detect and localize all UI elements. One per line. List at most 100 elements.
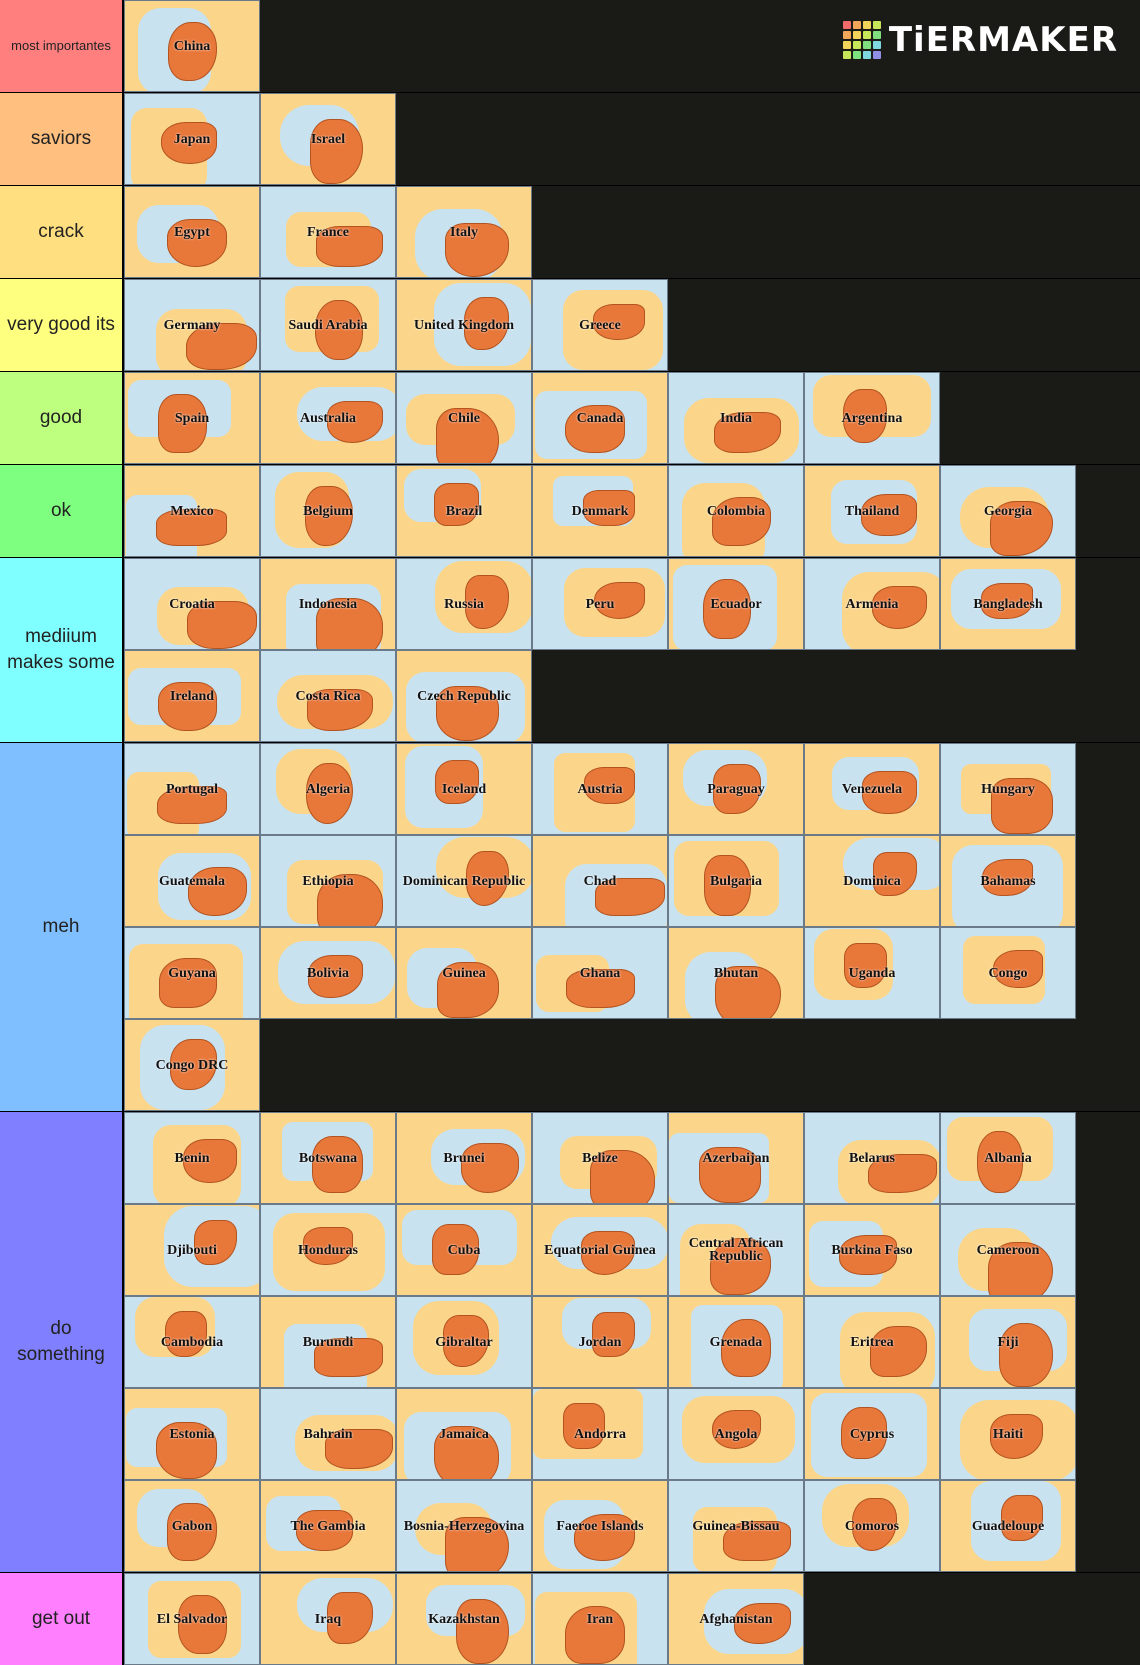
country-tile[interactable]: Cambodia [124,1296,260,1388]
country-tile[interactable]: Jamaica [396,1388,532,1480]
tier-label: good [0,372,124,464]
country-tile[interactable]: Denmark [532,465,668,557]
country-tile[interactable]: Brunei [396,1112,532,1204]
country-tile[interactable]: Australia [260,372,396,464]
country-tile[interactable]: Botswana [260,1112,396,1204]
country-tile[interactable]: Austria [532,743,668,835]
country-tile[interactable]: Guinea [396,927,532,1019]
country-tile[interactable]: Bahrain [260,1388,396,1480]
country-tile[interactable]: Venezuela [804,743,940,835]
country-tile[interactable]: China [124,0,260,92]
country-tile[interactable]: Iraq [260,1573,396,1665]
country-tile[interactable]: El Salvador [124,1573,260,1665]
country-tile[interactable]: France [260,186,396,278]
country-tile[interactable]: Colombia [668,465,804,557]
country-tile[interactable]: Congo [940,927,1076,1019]
country-tile[interactable]: Chad [532,835,668,927]
country-tile[interactable]: Dominica [804,835,940,927]
country-tile[interactable]: Ecuador [668,558,804,650]
country-tile[interactable]: Jordan [532,1296,668,1388]
country-tile[interactable]: Bulgaria [668,835,804,927]
country-tile[interactable]: Belarus [804,1112,940,1204]
country-tile[interactable]: Guyana [124,927,260,1019]
country-tile[interactable]: Czech Republic [396,650,532,742]
country-tile[interactable]: The Gambia [260,1480,396,1572]
country-tile[interactable]: Honduras [260,1204,396,1296]
country-tile[interactable]: Bolivia [260,927,396,1019]
country-tile[interactable]: Cuba [396,1204,532,1296]
country-tile[interactable]: Cameroon [940,1204,1076,1296]
country-tile[interactable]: Dominican Republic [396,835,532,927]
country-tile[interactable]: United Kingdom [396,279,532,371]
country-tile[interactable]: Germany [124,279,260,371]
country-tile[interactable]: Bhutan [668,927,804,1019]
country-tile[interactable]: India [668,372,804,464]
country-tile[interactable]: Costa Rica [260,650,396,742]
country-tile[interactable]: Haiti [940,1388,1076,1480]
country-tile[interactable]: Gabon [124,1480,260,1572]
country-tile[interactable]: Djibouti [124,1204,260,1296]
country-tile[interactable]: Armenia [804,558,940,650]
country-tile[interactable]: Central African Republic [668,1204,804,1296]
country-tile[interactable]: Peru [532,558,668,650]
country-tile[interactable]: Ethiopia [260,835,396,927]
country-tile[interactable]: Argentina [804,372,940,464]
country-tile[interactable]: Egypt [124,186,260,278]
country-tile[interactable]: Kazakhstan [396,1573,532,1665]
country-tile[interactable]: Grenada [668,1296,804,1388]
country-tile[interactable]: Belize [532,1112,668,1204]
country-tile[interactable]: Guatemala [124,835,260,927]
country-tile[interactable]: Algeria [260,743,396,835]
country-tile[interactable]: Israel [260,93,396,185]
country-tile[interactable]: Bahamas [940,835,1076,927]
country-tile[interactable]: Thailand [804,465,940,557]
country-tile[interactable]: Eritrea [804,1296,940,1388]
country-tile[interactable]: Angola [668,1388,804,1480]
country-tile[interactable]: Spain [124,372,260,464]
country-tile[interactable]: Burkina Faso [804,1204,940,1296]
country-tile[interactable]: Cyprus [804,1388,940,1480]
country-tile[interactable]: Georgia [940,465,1076,557]
country-tile[interactable]: Italy [396,186,532,278]
country-tile[interactable]: Iran [532,1573,668,1665]
country-tile[interactable]: Brazil [396,465,532,557]
country-tile[interactable]: Comoros [804,1480,940,1572]
country-tile[interactable]: Andorra [532,1388,668,1480]
country-tile[interactable]: Ireland [124,650,260,742]
country-name: Burundi [302,1334,354,1350]
country-tile[interactable]: Faeroe Islands [532,1480,668,1572]
country-tile[interactable]: Benin [124,1112,260,1204]
country-tile[interactable]: Portugal [124,743,260,835]
country-tile[interactable]: Gibraltar [396,1296,532,1388]
country-tile[interactable]: Indonesia [260,558,396,650]
country-tile[interactable]: Burundi [260,1296,396,1388]
tier-items: Croatia Indonesia Russia Peru Ecuador Armenia… [124,558,1138,742]
country-tile[interactable]: Hungary [940,743,1076,835]
country-tile[interactable]: Canada [532,372,668,464]
country-tile[interactable]: Chile [396,372,532,464]
country-tile[interactable]: Guinea-Bissau [668,1480,804,1572]
country-tile[interactable]: Uganda [804,927,940,1019]
country-tile[interactable]: Estonia [124,1388,260,1480]
country-tile[interactable]: Albania [940,1112,1076,1204]
country-tile[interactable]: Afghanistan [668,1573,804,1665]
country-tile[interactable]: Belgium [260,465,396,557]
country-tile[interactable]: Iceland [396,743,532,835]
country-tile[interactable]: Paraguay [668,743,804,835]
country-tile[interactable]: Ghana [532,927,668,1019]
map-country [699,1147,761,1203]
country-tile[interactable]: Fiji [940,1296,1076,1388]
map-country [872,586,927,629]
country-tile[interactable]: Croatia [124,558,260,650]
country-tile[interactable]: Equatorial Guinea [532,1204,668,1296]
country-tile[interactable]: Mexico [124,465,260,557]
country-tile[interactable]: Saudi Arabia [260,279,396,371]
country-tile[interactable]: Greece [532,279,668,371]
country-tile[interactable]: Bosnia-Herzegovina [396,1480,532,1572]
country-tile[interactable]: Azerbaijan [668,1112,804,1204]
country-tile[interactable]: Japan [124,93,260,185]
country-tile[interactable]: Congo DRC [124,1019,260,1111]
country-tile[interactable]: Guadeloupe [940,1480,1076,1572]
country-tile[interactable]: Bangladesh [940,558,1076,650]
country-tile[interactable]: Russia [396,558,532,650]
